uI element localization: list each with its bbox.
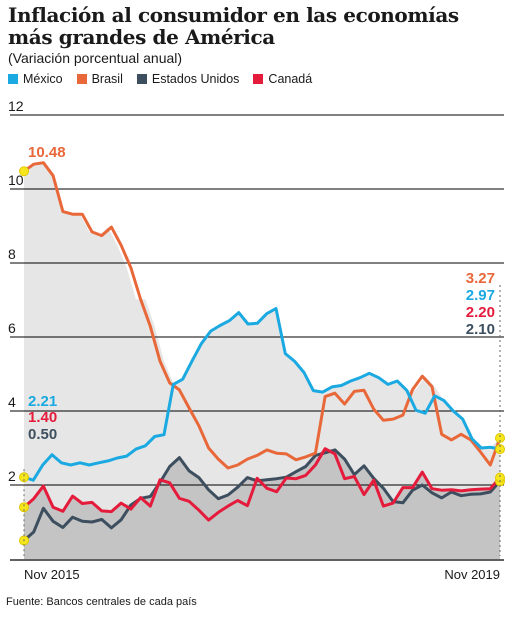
end-label-2: 2.20	[466, 304, 495, 321]
series-line-canada	[22, 447, 502, 522]
legend-item-canada: Canadá	[253, 72, 312, 86]
end-label-3: 2.10	[466, 321, 495, 338]
area-background	[24, 162, 500, 559]
start-label-2: 1.40	[28, 409, 57, 426]
legend-item-brasil: Brasil	[76, 72, 123, 86]
chart-title: Inflación al consumidor en las economías…	[8, 3, 459, 49]
marker-start-mexico	[19, 472, 29, 483]
y-tick-label-6: 6	[8, 320, 16, 336]
y-tick-label-4: 4	[8, 394, 16, 410]
y-tick-label-8: 8	[8, 246, 16, 262]
x-tick-label-start: Nov 2015	[24, 567, 80, 582]
y-tick-label-2: 2	[8, 468, 16, 484]
marker-end-brasil	[495, 433, 505, 444]
legend-label-mexico: México	[23, 72, 63, 86]
legend-swatch-brasil	[76, 74, 87, 84]
legend-item-mexico: México	[8, 72, 63, 86]
end-label-0: 3.27	[466, 270, 495, 287]
start-label-0: 10.48	[28, 144, 66, 161]
y-tick-label-12: 12	[8, 98, 24, 114]
start-label-3: 0.50	[28, 426, 57, 443]
legend-label-brasil: Brasil	[91, 72, 123, 86]
legend-label-canada: Canadá	[268, 72, 313, 86]
area-background-lower	[24, 448, 500, 559]
legend-item-eeuu: Estados Unidos	[136, 72, 240, 86]
marker-end-canada	[495, 472, 505, 483]
y-tick-label-10: 10	[8, 172, 24, 188]
series-line-brasil	[22, 161, 502, 470]
x-tick-label-end: Nov 2019	[444, 567, 500, 582]
start-label-1: 2.21	[28, 393, 57, 410]
legend: México Brasil Estados Unidos Canadá	[8, 72, 312, 86]
series-line-mexico	[22, 307, 502, 482]
marker-start-brasil	[19, 166, 29, 177]
marker-end-mexico	[495, 444, 505, 455]
chart-subtitle: (Variación porcentual anual)	[8, 50, 183, 66]
end-label-1: 2.97	[466, 287, 495, 304]
marker-start-canada	[19, 502, 29, 513]
legend-swatch-mexico	[8, 74, 18, 84]
legend-swatch-canada	[253, 74, 264, 84]
series-line-eeuu	[22, 448, 502, 542]
legend-swatch-eeuu	[136, 74, 147, 84]
legend-label-eeuu: Estados Unidos	[151, 72, 240, 86]
source-note: Fuente: Bancos centrales de cada país	[6, 596, 197, 608]
